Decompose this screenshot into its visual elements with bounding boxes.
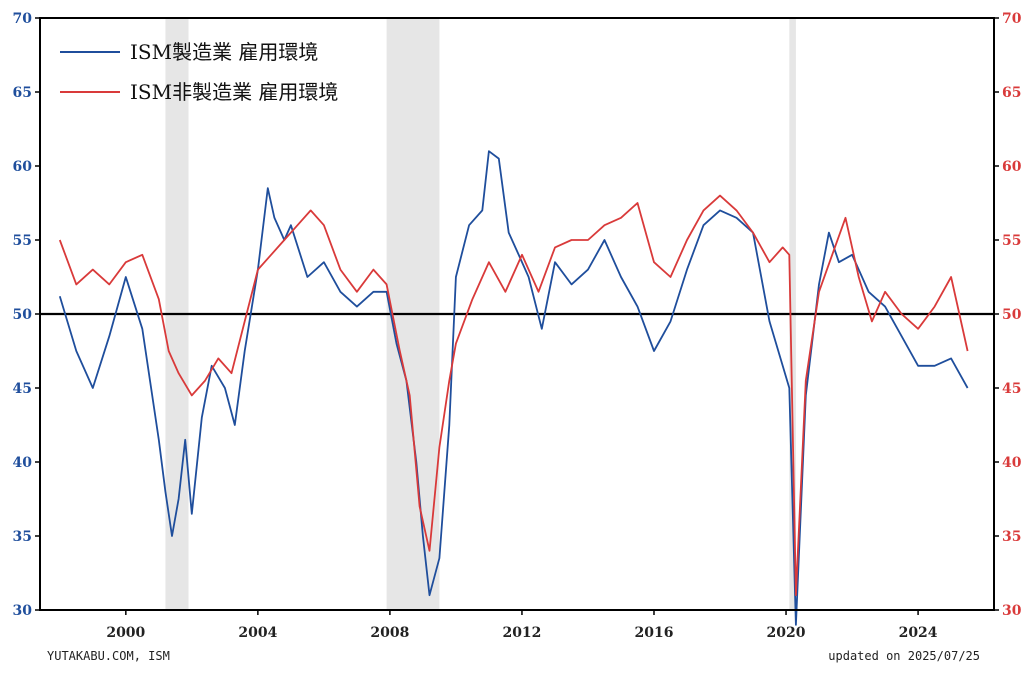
y-right-tick-label: 40 <box>1002 455 1022 471</box>
y-left-tick-label: 70 <box>13 11 33 27</box>
x-tick-label: 2008 <box>370 625 409 641</box>
source-note: YUTAKABU.COM, ISM <box>47 649 170 663</box>
y-left-tick-label: 55 <box>13 233 32 249</box>
series-services-line <box>58 194 969 597</box>
y-left-tick-label: 60 <box>13 159 33 175</box>
y-left-tick-label: 40 <box>13 455 33 471</box>
y-right-tick-label: 55 <box>1002 233 1021 249</box>
y-right-tick-label: 45 <box>1002 381 1021 397</box>
y-right-tick-label: 35 <box>1002 529 1021 545</box>
axes: 30 30 35 35 40 40 45 45 50 50 55 55 60 60 65 65 70 70 2000… <box>13 11 1022 641</box>
y-left-tick-label: 35 <box>13 529 32 545</box>
x-tick-label: 2024 <box>899 625 938 641</box>
y-right-tick-label: 30 <box>1002 603 1022 619</box>
y-right-tick-label: 50 <box>1002 307 1022 323</box>
x-tick-label: 2020 <box>767 625 806 641</box>
y-left-tick-label: 65 <box>13 85 32 101</box>
x-tick-label: 2000 <box>106 625 145 641</box>
legend-label-1: ISM製造業 雇用環境 <box>130 40 318 64</box>
y-left-tick-label: 45 <box>13 381 32 397</box>
y-right-tick-label: 65 <box>1002 85 1021 101</box>
y-left-tick-label: 30 <box>13 603 33 619</box>
x-tick-label: 2004 <box>238 625 277 641</box>
x-tick-label: 2012 <box>502 625 541 641</box>
y-right-tick-label: 60 <box>1002 159 1022 175</box>
series-manufacturing-line <box>58 150 969 626</box>
series-lines <box>58 150 969 626</box>
x-tick-label: 2016 <box>635 625 674 641</box>
legend-label-2: ISM非製造業 雇用環境 <box>130 80 338 104</box>
updated-note: updated on 2025/07/25 <box>828 649 980 663</box>
y-right-tick-label: 70 <box>1002 11 1022 27</box>
y-left-tick-label: 50 <box>13 307 33 323</box>
legend: ISM製造業 雇用環境 ISM非製造業 雇用環境 <box>60 40 338 104</box>
